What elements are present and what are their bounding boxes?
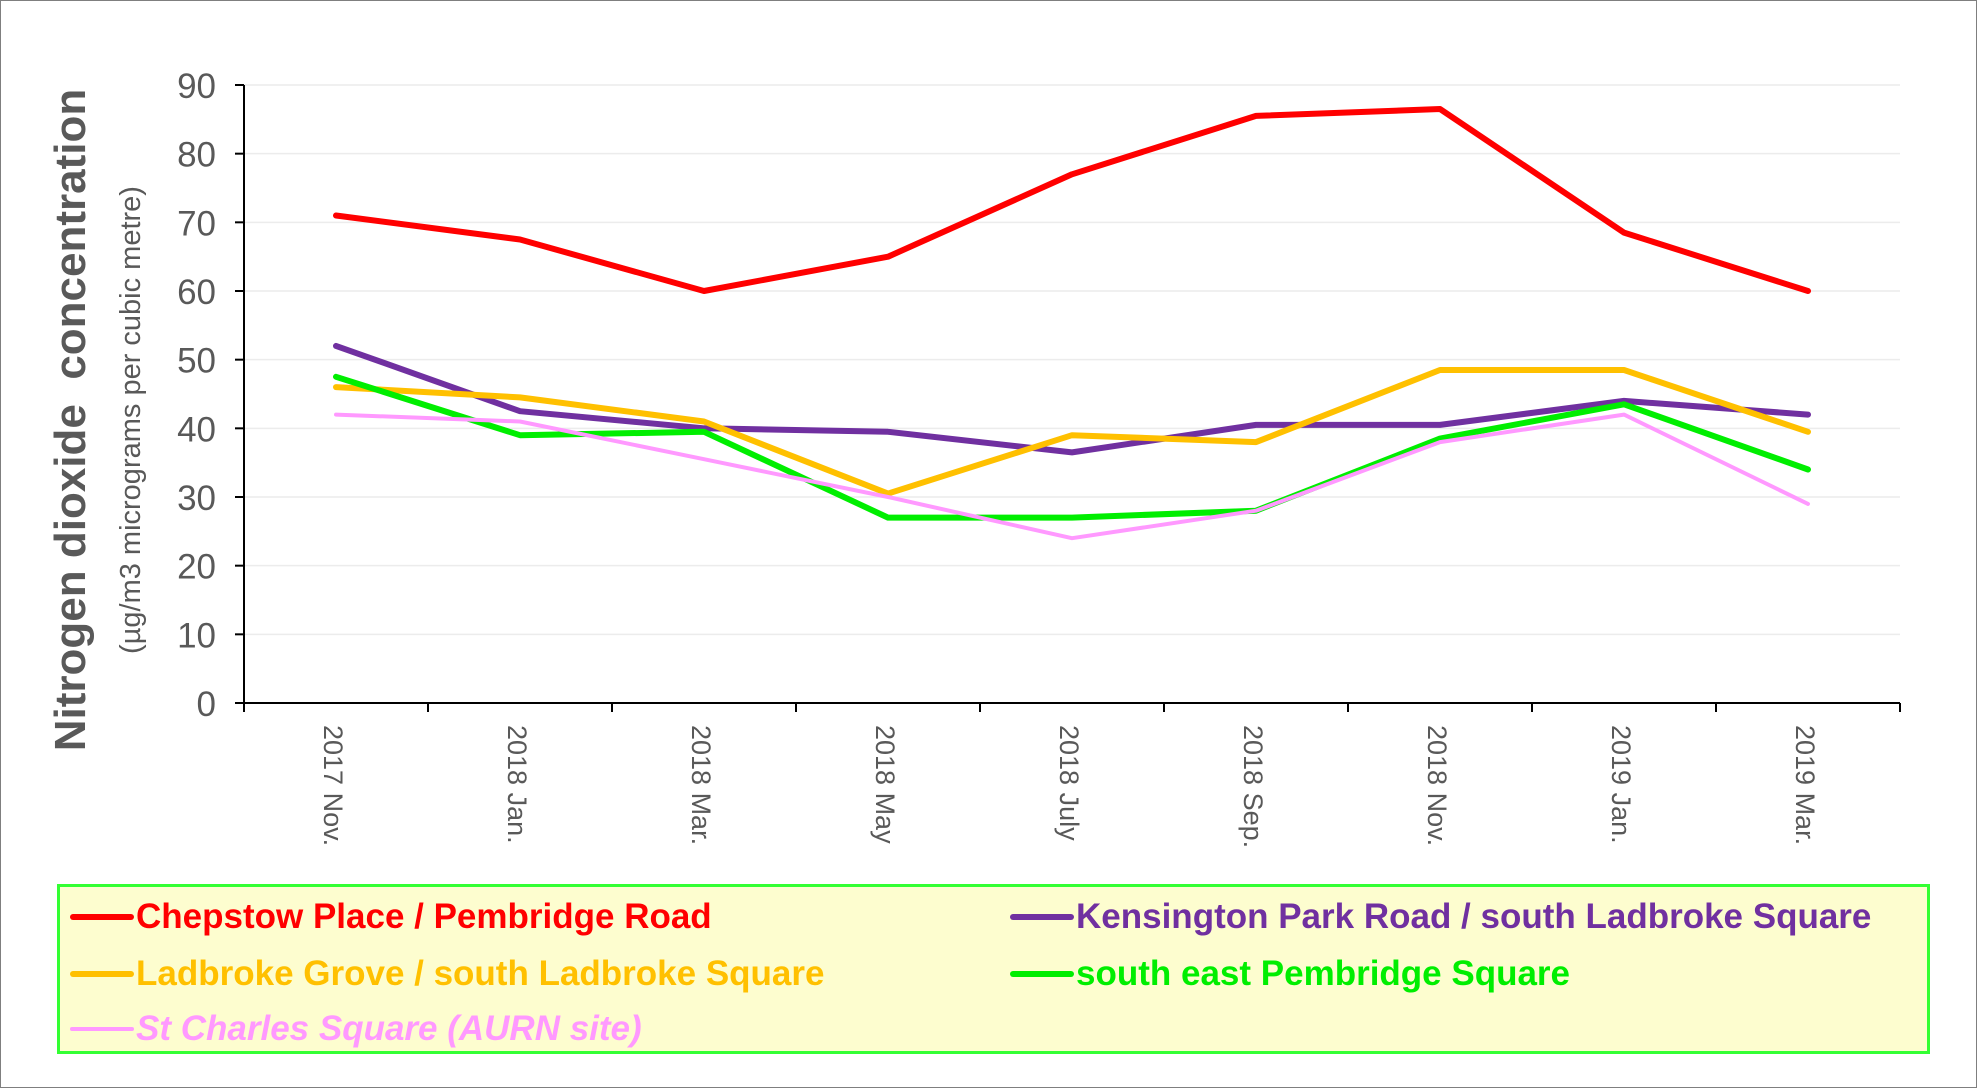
y-tick-label: 30 <box>177 479 216 518</box>
grid-lines <box>244 84 1900 636</box>
legend-item-kensington-park-road-south-ladbroke-square: Kensington Park Road / south Ladbroke Sq… <box>1010 895 1871 939</box>
y-axis-subtitle: (µg/m3 micrograms per cubic metre) <box>115 186 147 654</box>
series-lines <box>333 106 1811 541</box>
legend-label: Ladbroke Grove / south Ladbroke Square <box>136 954 825 993</box>
y-tick-label: 40 <box>177 410 216 449</box>
y-tick-label: 10 <box>177 616 216 655</box>
legend-swatch <box>70 914 134 920</box>
series-line-st-charles-square-aurn-site <box>334 412 1810 541</box>
x-tick-label: 2018 May <box>870 725 900 844</box>
y-axis-title: Nitrogen dioxide concentration <box>46 89 95 752</box>
x-tick-label: 2019 Mar. <box>1790 725 1820 845</box>
y-tick-label: 60 <box>177 273 216 312</box>
x-tick-label: 2018 Sep. <box>1238 725 1268 848</box>
x-tick-label: 2019 Jan. <box>1606 725 1636 844</box>
x-tick-labels: 2017 Nov. 2018 Jan. 2018 Mar. 2018 May 2018 … <box>318 725 1820 848</box>
series-line-kensington-park-road-south-ladbroke-square <box>333 342 1811 456</box>
legend-label: St Charles Square (AURN site) <box>136 1009 642 1048</box>
x-tick-label: 2018 Nov. <box>1422 725 1452 846</box>
series-line-chepstow-place-pembridge-road <box>333 106 1811 294</box>
y-tick-label: 50 <box>177 342 216 381</box>
legend-swatch <box>1010 914 1074 920</box>
legend-item-ladbroke-grove-south-ladbroke-square: Ladbroke Grove / south Ladbroke Square <box>70 952 824 996</box>
legend-label: Chepstow Place / Pembridge Road <box>136 897 712 936</box>
legend-swatch <box>70 1027 134 1031</box>
y-tick-label: 90 <box>177 67 216 106</box>
y-tick-label: 70 <box>177 204 216 243</box>
legend-item-chepstow-place-pembridge-road: Chepstow Place / Pembridge Road <box>70 895 712 939</box>
x-tick-label: 2017 Nov. <box>318 725 348 846</box>
legend-swatch <box>1010 971 1074 977</box>
legend-label: south east Pembridge Square <box>1076 954 1571 993</box>
y-tick-label: 20 <box>177 548 216 587</box>
legend: Chepstow Place / Pembridge Road Kensingto… <box>57 884 1930 1054</box>
x-tick-label: 2018 Mar. <box>686 725 716 845</box>
series-line-ladbroke-grove-south-ladbroke-square <box>333 367 1811 497</box>
legend-item-st-charles-square-aurn-site: St Charles Square (AURN site) <box>70 1007 642 1051</box>
legend-label: Kensington Park Road / south Ladbroke Sq… <box>1076 897 1872 936</box>
y-tick-labels: 0 10 20 30 40 50 60 70 80 90 <box>177 67 216 724</box>
x-tick-label: 2018 Jan. <box>502 725 532 844</box>
axes <box>235 84 1901 712</box>
y-tick-label: 80 <box>177 136 216 175</box>
x-tick-label: 2018 July <box>1054 725 1084 841</box>
y-tick-label: 0 <box>197 685 216 724</box>
legend-item-south-east-pembridge-square: south east Pembridge Square <box>1010 952 1570 996</box>
legend-swatch <box>70 971 134 977</box>
